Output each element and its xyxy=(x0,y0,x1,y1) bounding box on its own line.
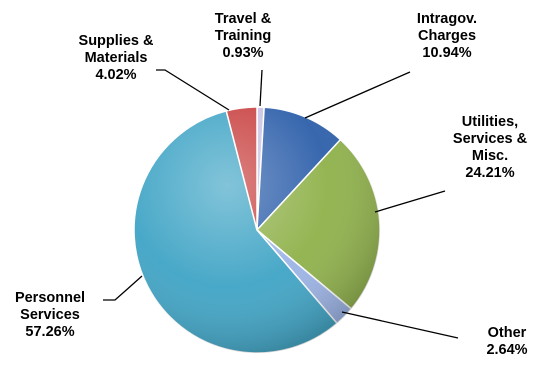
leader-line xyxy=(374,190,446,213)
slice-label: Other 2.64% xyxy=(486,325,527,358)
slice-label: Intragov. Charges 10.94% xyxy=(417,11,477,61)
leader-line xyxy=(341,311,459,339)
slice-name-label: Materials xyxy=(85,50,148,66)
leader-line xyxy=(103,275,143,301)
leader-line xyxy=(156,69,230,111)
slice-name-label: Services xyxy=(20,307,80,323)
leader-line xyxy=(259,69,263,107)
pie-slices xyxy=(133,106,381,354)
slice-label: Travel & Training 0.93% xyxy=(215,11,272,61)
slice-name-label: Personnel xyxy=(15,290,85,306)
slice-name-label: Intragov. xyxy=(417,11,477,27)
slice-value-label: 57.26% xyxy=(25,324,74,340)
slice-value-label: 2.64% xyxy=(486,342,527,358)
slice-value-label: 10.94% xyxy=(422,45,471,61)
slice-name-label: Training xyxy=(215,28,271,44)
slice-name-label: Misc. xyxy=(472,148,508,164)
slice-name-label: Travel & xyxy=(215,11,272,27)
slice-name-label: Services & xyxy=(453,131,528,147)
pie-labels: Travel & Training 0.93% Intragov. Charges 10.… xyxy=(15,11,528,358)
leader-line xyxy=(304,71,411,119)
slice-label: Personnel Services 57.26% xyxy=(15,290,85,340)
slice-name-label: Charges xyxy=(418,28,476,44)
slice-value-label: 0.93% xyxy=(222,45,263,61)
slice-name-label: Other xyxy=(488,325,527,341)
slice-value-label: 4.02% xyxy=(95,67,136,83)
slice-name-label: Supplies & xyxy=(79,33,154,49)
slice-label: Supplies & Materials 4.02% xyxy=(79,33,154,83)
slice-value-label: 24.21% xyxy=(465,165,514,181)
slice-label: Utilities, Services & Misc. 24.21% xyxy=(453,114,528,181)
slice-name-label: Utilities, xyxy=(462,114,518,130)
